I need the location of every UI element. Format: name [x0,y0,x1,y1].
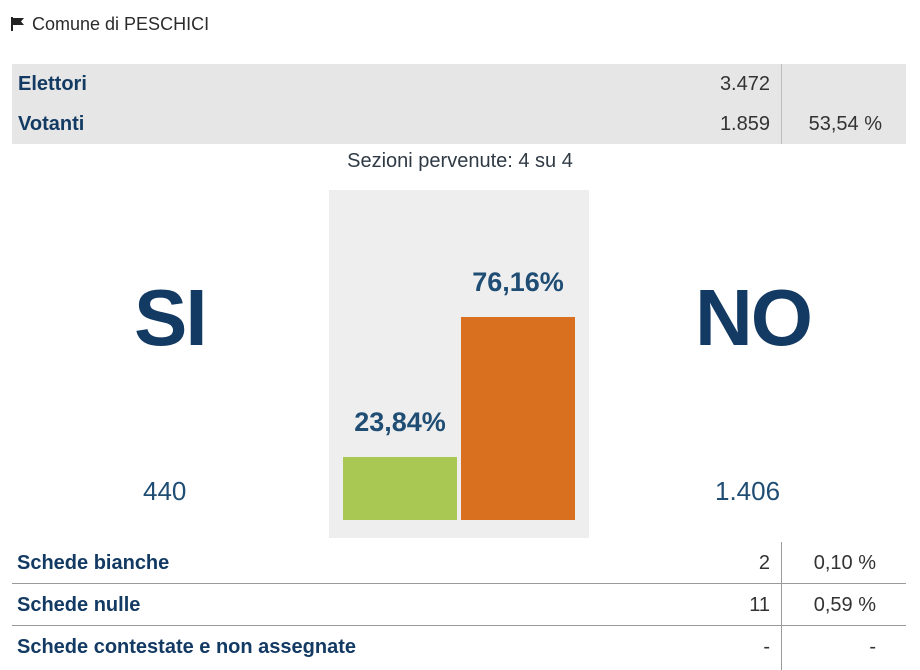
votanti-label: Votanti [18,113,85,135]
si-label: SI [134,273,208,362]
votanti-value: 1.859 [719,113,770,135]
schede-nulle-row: Schede nulle 11 0,59 % [12,584,906,626]
si-percent-label: 23,84% [354,407,446,437]
row-label: Schede contestate e non assegnate [17,636,357,658]
row-percent: 0,10 % [813,552,876,574]
sections-received: Sezioni pervenute: 4 su 4 [347,150,573,172]
elettori-label: Elettori [18,73,87,95]
results-chart: 23,84% 76,16% [329,190,589,538]
row-value: 11 [749,594,770,616]
flag-icon [11,17,24,31]
comune-title: Comune di PESCHICI [32,13,210,34]
no-percent-label: 76,16% [472,267,564,297]
row-divider [12,625,906,626]
no-count: 1.406 [715,476,781,506]
si-count: 440 [143,476,187,506]
elettori-value: 3.472 [719,73,770,95]
row-percent: - [869,636,876,658]
votanti-percent: 53,54 % [808,113,882,135]
row-divider [12,583,906,584]
summary-table: Elettori 3.472 Votanti 1.859 53,54 % [12,64,906,144]
schede-contestate-row: Schede contestate e non assegnate - - [12,626,906,668]
comune-header: Comune di PESCHICI [10,12,209,36]
votanti-row: Votanti 1.859 53,54 % [12,104,906,144]
table-divider [781,542,782,670]
row-value: - [763,636,770,658]
row-value: 2 [758,552,770,574]
no-bar [461,317,575,520]
row-label: Schede nulle [17,594,141,616]
row-label: Schede bianche [17,552,170,574]
si-bar [343,457,457,520]
summary-divider [781,64,782,144]
schede-bianche-row: Schede bianche 2 0,10 % [12,542,906,584]
elettori-row: Elettori 3.472 [12,64,906,104]
no-label: NO [695,273,813,362]
ballot-details-table: Schede bianche 2 0,10 % Schede nulle 11 … [12,542,906,670]
row-percent: 0,59 % [813,594,876,616]
